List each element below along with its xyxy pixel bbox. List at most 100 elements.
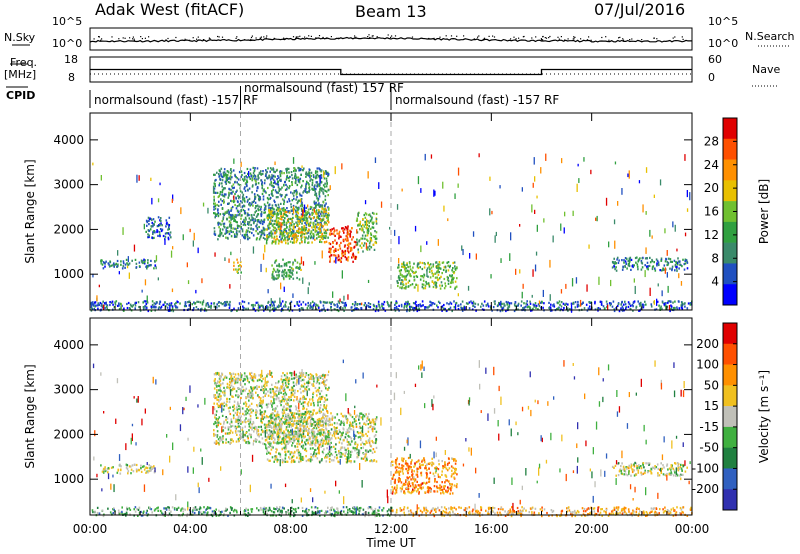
noise-point: [682, 38, 684, 40]
power-echo-pixel: [241, 300, 244, 303]
power-echo-pixel: [117, 304, 119, 307]
velocity-echo-pixel: [292, 414, 295, 418]
velocity-echo-pixel: [283, 388, 286, 391]
power-echo-pixel: [434, 190, 436, 196]
power-echo-pixel: [395, 302, 397, 305]
power-echo-pixel: [351, 253, 354, 256]
velocity-echo-pixel: [255, 391, 257, 394]
velocity-echo-pixel: [283, 441, 285, 444]
noise-point: [390, 36, 392, 38]
power-echo-pixel: [590, 169, 592, 175]
velocity-echo-pixel: [311, 383, 313, 386]
noise-point: [266, 35, 268, 37]
power-echo-pixel: [291, 192, 294, 195]
velocity-echoes: [91, 359, 693, 518]
power-echo-pixel: [342, 251, 344, 254]
power-echo-pixel: [516, 304, 518, 307]
power-echo-pixel: [166, 232, 168, 235]
power-echo-pixel: [381, 305, 383, 308]
noise-point: [141, 38, 143, 40]
velocity-echo-pixel: [240, 392, 243, 395]
power-echo-pixel: [421, 267, 424, 271]
power-echo-pixel: [234, 181, 236, 184]
power-echo-pixel: [220, 301, 222, 305]
power-echo-pixel: [269, 207, 272, 210]
noise-point: [572, 38, 574, 40]
velocity-echo-pixel: [237, 418, 240, 421]
power-echo-pixel: [361, 302, 363, 306]
power-echo-pixel: [268, 224, 270, 227]
power-echo-pixel: [415, 304, 418, 307]
noise-point: [354, 35, 356, 37]
power-echo-pixel: [100, 175, 102, 181]
power-echo-pixel: [583, 157, 585, 162]
power-echo-pixel: [282, 207, 285, 210]
power-echo-pixel: [598, 276, 600, 285]
power-echo-pixel: [451, 269, 453, 272]
velocity-echo-pixel: [280, 430, 282, 433]
power-echo-pixel: [241, 228, 244, 231]
power-echo-pixel: [278, 179, 281, 182]
power-echo-pixel: [303, 204, 306, 213]
power-echo-pixel: [224, 304, 227, 307]
power-echo-pixel: [548, 306, 550, 309]
power-echo-pixel: [295, 236, 297, 239]
power-echo-pixel: [122, 227, 124, 235]
power-echo-pixel: [453, 272, 455, 275]
velocity-echo-pixel: [270, 442, 272, 445]
power-echo-pixel: [280, 282, 282, 290]
power-echo-pixel: [146, 224, 148, 227]
velocity-echo-pixel: [253, 430, 255, 433]
power-echo-pixel: [654, 267, 656, 270]
velocity-echo-pixel: [244, 401, 247, 404]
velocity-echo-pixel: [308, 377, 311, 381]
power-echo-pixel: [315, 229, 318, 233]
velocity-echo-pixel: [218, 404, 220, 408]
power-echo-pixel: [661, 301, 664, 304]
power-echo-pixel: [444, 282, 446, 285]
power-echo-pixel: [353, 256, 355, 259]
power-echo-pixel: [125, 258, 128, 261]
power-echo-pixel: [168, 216, 171, 219]
power-echo-pixel: [168, 226, 170, 229]
power-echo-pixel: [313, 302, 316, 305]
power-echo-pixel: [375, 222, 378, 225]
velocity-echo-pixel: [328, 436, 330, 439]
power-echo-pixel: [399, 273, 402, 276]
velocity-echo-pixel: [238, 436, 241, 439]
power-echo-pixel: [202, 202, 205, 207]
power-echo-pixel: [622, 303, 625, 306]
power-echo-pixel: [256, 223, 258, 226]
power-echo-pixel: [424, 306, 426, 309]
power-echo-pixel: [229, 304, 231, 307]
power-echo-pixel: [290, 234, 292, 237]
power-echo-pixel: [338, 230, 341, 233]
power-echo-pixel: [513, 309, 516, 313]
velocity-echo-pixel: [304, 416, 306, 419]
power-echo-pixel: [263, 208, 266, 211]
power-echo-pixel: [272, 303, 275, 306]
power-echo-pixel: [269, 306, 272, 309]
power-echo-pixel: [401, 286, 403, 289]
power-echo-pixel: [260, 219, 263, 222]
power-echo-pixel: [119, 302, 122, 305]
velocity-echo-pixel: [220, 397, 222, 400]
power-echo-pixel: [245, 196, 248, 199]
power-echo-pixel: [269, 231, 271, 234]
power-echo-pixel: [649, 261, 652, 264]
velocity-echo-pixel: [225, 376, 228, 379]
power-echo-pixel: [369, 237, 372, 240]
power-echo-pixel: [160, 307, 162, 310]
power-echo-pixel: [283, 184, 285, 187]
power-echo-pixel: [439, 287, 442, 290]
velocity-echo-pixel: [280, 391, 282, 394]
power-echo-pixel: [248, 221, 251, 224]
power-echo-pixel: [277, 180, 279, 184]
power-echo-pixel: [308, 188, 311, 191]
power-echo-pixel: [419, 303, 421, 306]
power-echo-pixel: [233, 217, 235, 220]
power-echo-pixel: [302, 191, 304, 194]
power-echo-pixel: [618, 259, 620, 262]
power-echo-pixel: [415, 275, 418, 278]
power-echo-pixel: [316, 203, 319, 206]
